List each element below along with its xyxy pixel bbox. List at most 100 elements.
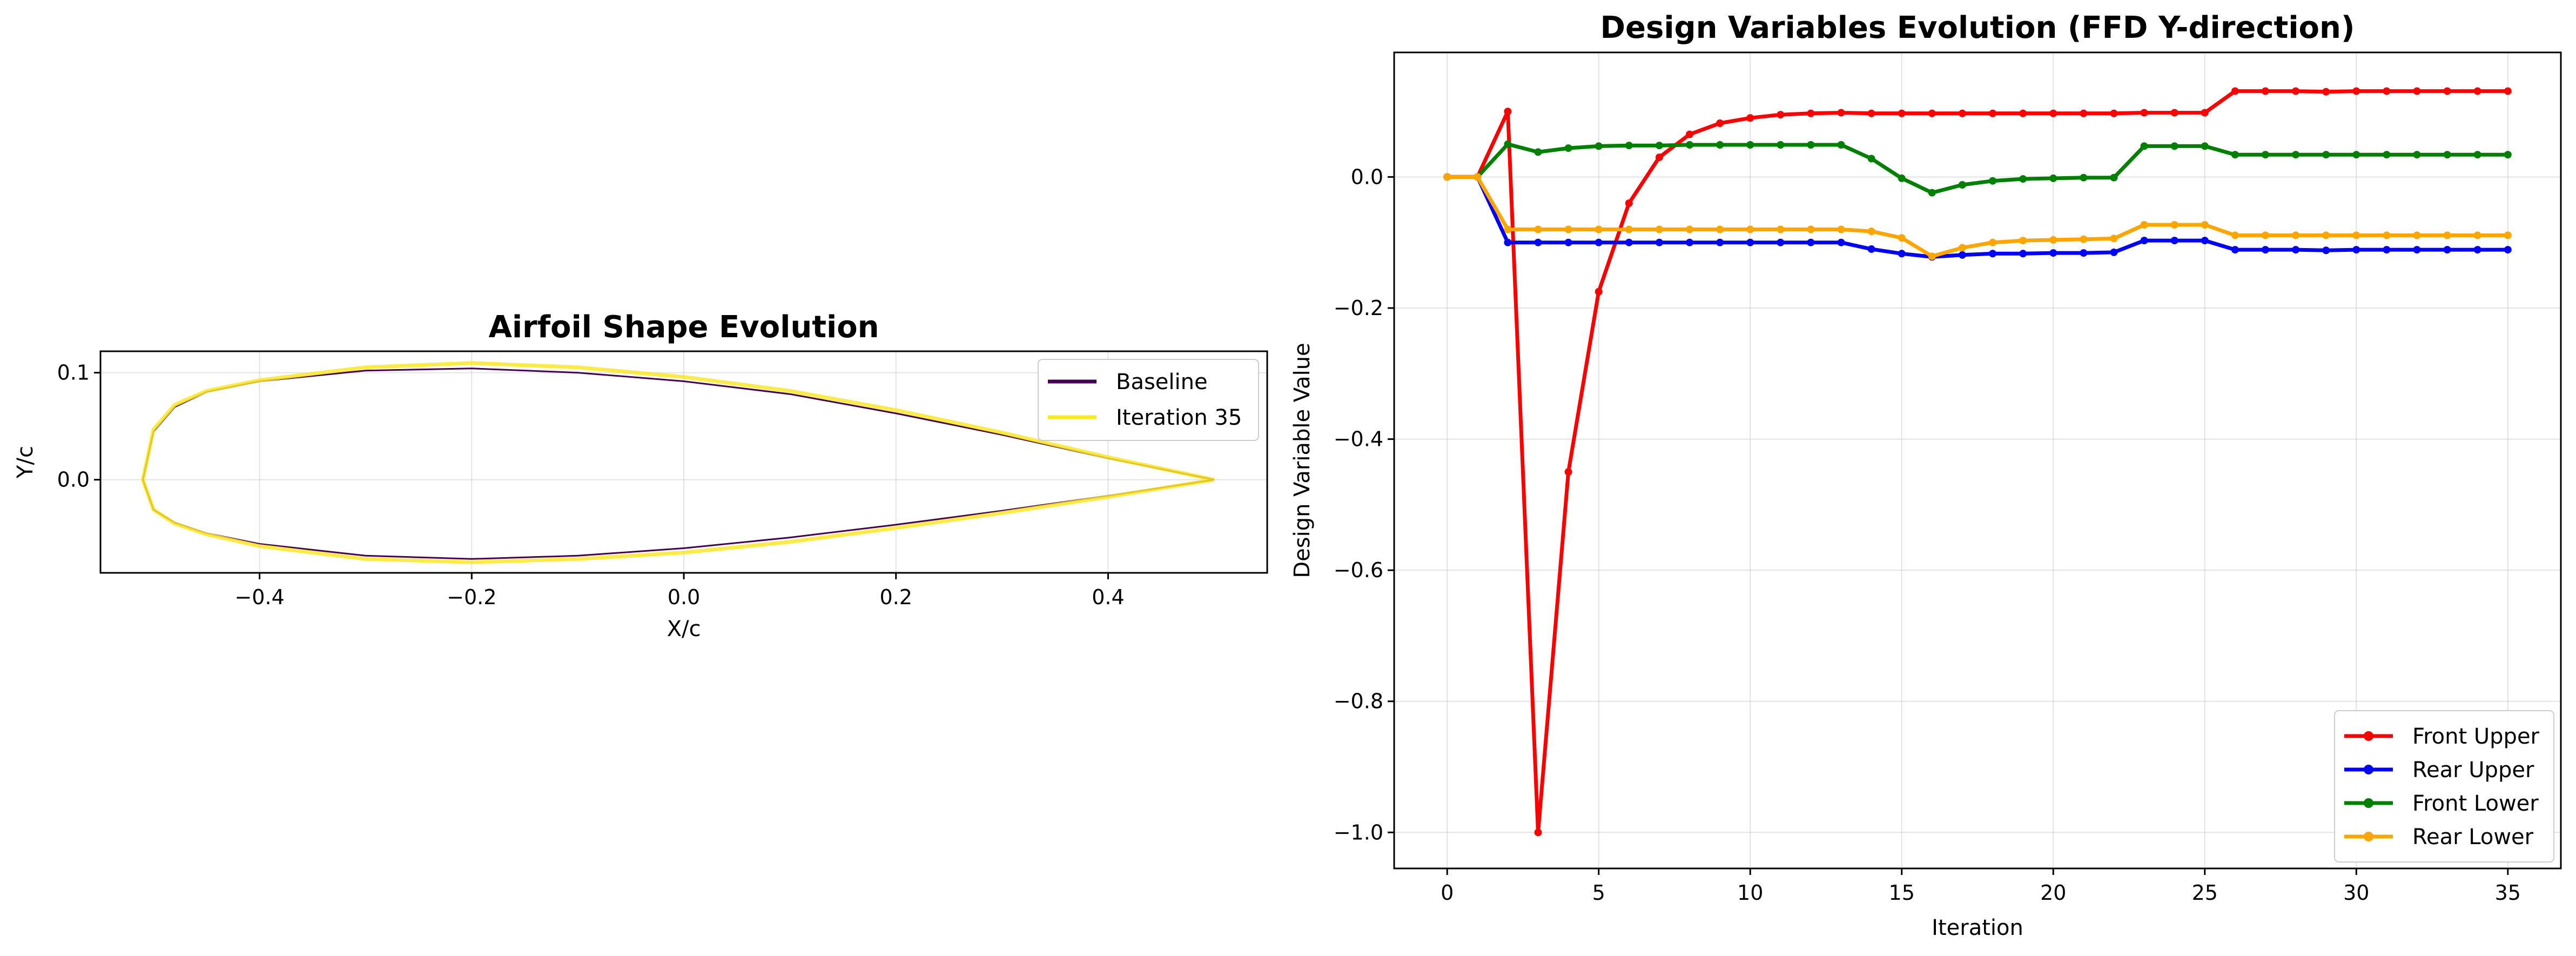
data-point-front-lower — [2201, 142, 2209, 150]
data-point-rear-lower — [2049, 236, 2057, 244]
data-point-rear-upper — [2140, 237, 2148, 245]
design-variables-chart-x-axis-label: Iteration — [1932, 915, 2023, 940]
legend-label-front-lower: Front Lower — [2412, 791, 2539, 816]
y-tick-label: −0.6 — [1334, 558, 1383, 582]
data-point-rear-lower — [1837, 225, 1845, 233]
data-point-front-lower — [1595, 142, 1603, 150]
data-point-front-lower — [1837, 141, 1845, 149]
data-point-front-upper — [2170, 109, 2178, 117]
legend-label-baseline: Baseline — [1116, 370, 1208, 395]
data-point-rear-lower — [1928, 252, 1936, 260]
x-tick-label: 5 — [1592, 881, 1605, 905]
data-point-rear-lower — [1989, 238, 1997, 246]
data-point-rear-lower — [1807, 225, 1815, 233]
data-point-front-upper — [1534, 828, 1542, 837]
series-line-front-lower — [1447, 142, 2508, 195]
legend-label-rear-upper: Rear Upper — [2412, 758, 2534, 783]
data-point-front-upper — [1746, 114, 1754, 122]
data-point-front-upper — [2049, 109, 2057, 117]
data-point-front-lower — [2262, 151, 2269, 159]
legend-marker-rear-lower — [2364, 832, 2373, 841]
data-point-rear-upper — [2201, 237, 2209, 245]
y-tick-label: −0.4 — [1334, 427, 1383, 451]
data-point-rear-upper — [1746, 238, 1754, 246]
data-point-front-upper — [2413, 87, 2421, 95]
airfoil-chart-title: Airfoil Shape Evolution — [488, 310, 879, 345]
data-point-rear-lower — [1534, 225, 1542, 233]
data-point-rear-upper — [1564, 238, 1572, 246]
data-point-front-lower — [2352, 151, 2360, 159]
data-point-rear-lower — [2322, 231, 2330, 239]
data-point-front-upper — [2322, 88, 2330, 96]
data-point-rear-upper — [2473, 246, 2481, 254]
legend-label-iteration-35: Iteration 35 — [1116, 405, 1242, 430]
design-variables-chart-frame — [1393, 51, 2562, 870]
data-point-front-lower — [1989, 177, 1997, 185]
data-point-rear-lower — [2262, 231, 2269, 239]
data-point-front-upper — [1716, 119, 1724, 127]
data-point-front-upper — [1989, 109, 1997, 117]
series-line-rear-upper — [1447, 175, 2508, 259]
data-point-front-lower — [1777, 141, 1785, 149]
data-point-front-lower — [1898, 174, 1906, 182]
data-point-rear-upper — [1867, 245, 1875, 253]
data-point-front-lower — [1625, 142, 1633, 150]
design-variables-chart-y-axis-label: Design Variable Value — [1290, 343, 1315, 578]
data-point-rear-upper — [2110, 248, 2118, 256]
series-line-rear-lower — [1447, 175, 2508, 258]
data-point-front-lower — [1534, 148, 1542, 156]
data-point-rear-upper — [2322, 246, 2330, 255]
x-tick-label: −0.2 — [447, 585, 496, 609]
data-point-front-lower — [1686, 141, 1693, 149]
data-point-rear-upper — [2352, 246, 2360, 254]
data-point-front-upper — [2292, 87, 2300, 95]
data-point-rear-upper — [1989, 250, 1997, 258]
x-tick-label: 0.2 — [880, 585, 912, 609]
airfoil-chart-x-axis-label: X/c — [667, 617, 701, 641]
design-variables-chart-y-ticks: −1.0 −0.8 −0.6 −0.4 −0.2 0.0 — [1334, 165, 1394, 844]
x-tick-label: 0 — [1441, 881, 1454, 905]
data-point-rear-upper — [2019, 250, 2027, 258]
y-tick-label: 0.0 — [1351, 165, 1383, 189]
data-point-front-lower — [1564, 144, 1572, 152]
data-point-front-upper — [1958, 109, 1966, 117]
data-point-front-upper — [2019, 109, 2027, 117]
data-point-front-upper — [2140, 109, 2148, 117]
data-point-rear-upper — [1777, 238, 1785, 246]
data-point-rear-lower — [2110, 235, 2118, 243]
data-point-front-upper — [2231, 87, 2239, 95]
x-tick-label: 15 — [1889, 881, 1915, 905]
data-point-front-lower — [1716, 141, 1724, 149]
data-point-front-upper — [1625, 199, 1633, 207]
data-point-rear-lower — [2443, 231, 2451, 239]
data-point-front-lower — [2080, 173, 2088, 182]
data-point-front-lower — [1746, 141, 1754, 149]
data-point-front-lower — [2292, 151, 2300, 159]
data-point-rear-upper — [1807, 238, 1815, 246]
legend-label-front-upper: Front Upper — [2412, 724, 2540, 749]
data-point-rear-lower — [1443, 173, 1451, 181]
data-point-rear-lower — [2170, 221, 2178, 229]
data-point-front-upper — [1837, 109, 1845, 117]
airfoil-chart-y-ticks: 0.0 0.1 — [57, 361, 100, 492]
design-variables-chart-title: Design Variables Evolution (FFD Y-direct… — [1600, 10, 2355, 45]
data-point-front-upper — [2504, 87, 2512, 95]
series-line-iteration-35 — [141, 361, 1215, 564]
data-point-front-lower — [2504, 151, 2512, 159]
airfoil-chart-x-ticks: −0.4 −0.2 0.0 0.2 0.4 — [234, 573, 1125, 609]
data-point-front-lower — [2473, 151, 2481, 159]
data-point-front-lower — [2322, 151, 2330, 159]
data-point-rear-lower — [1746, 225, 1754, 233]
legend-marker-front-upper — [2364, 731, 2373, 741]
data-point-rear-lower — [1867, 228, 1875, 236]
x-tick-label: 20 — [2040, 881, 2066, 905]
data-point-rear-upper — [2170, 237, 2178, 245]
y-tick-label: −0.8 — [1334, 690, 1383, 713]
data-point-rear-upper — [1837, 238, 1845, 246]
data-point-front-lower — [2383, 151, 2391, 159]
data-point-front-lower — [2110, 173, 2118, 182]
data-point-front-upper — [2110, 109, 2118, 117]
data-point-rear-lower — [1625, 225, 1633, 233]
data-point-rear-lower — [2413, 231, 2421, 239]
airfoil-chart: Airfoil Shape Evolution −0.4 −0.2 0.0 0.2 0.… — [13, 310, 1268, 641]
